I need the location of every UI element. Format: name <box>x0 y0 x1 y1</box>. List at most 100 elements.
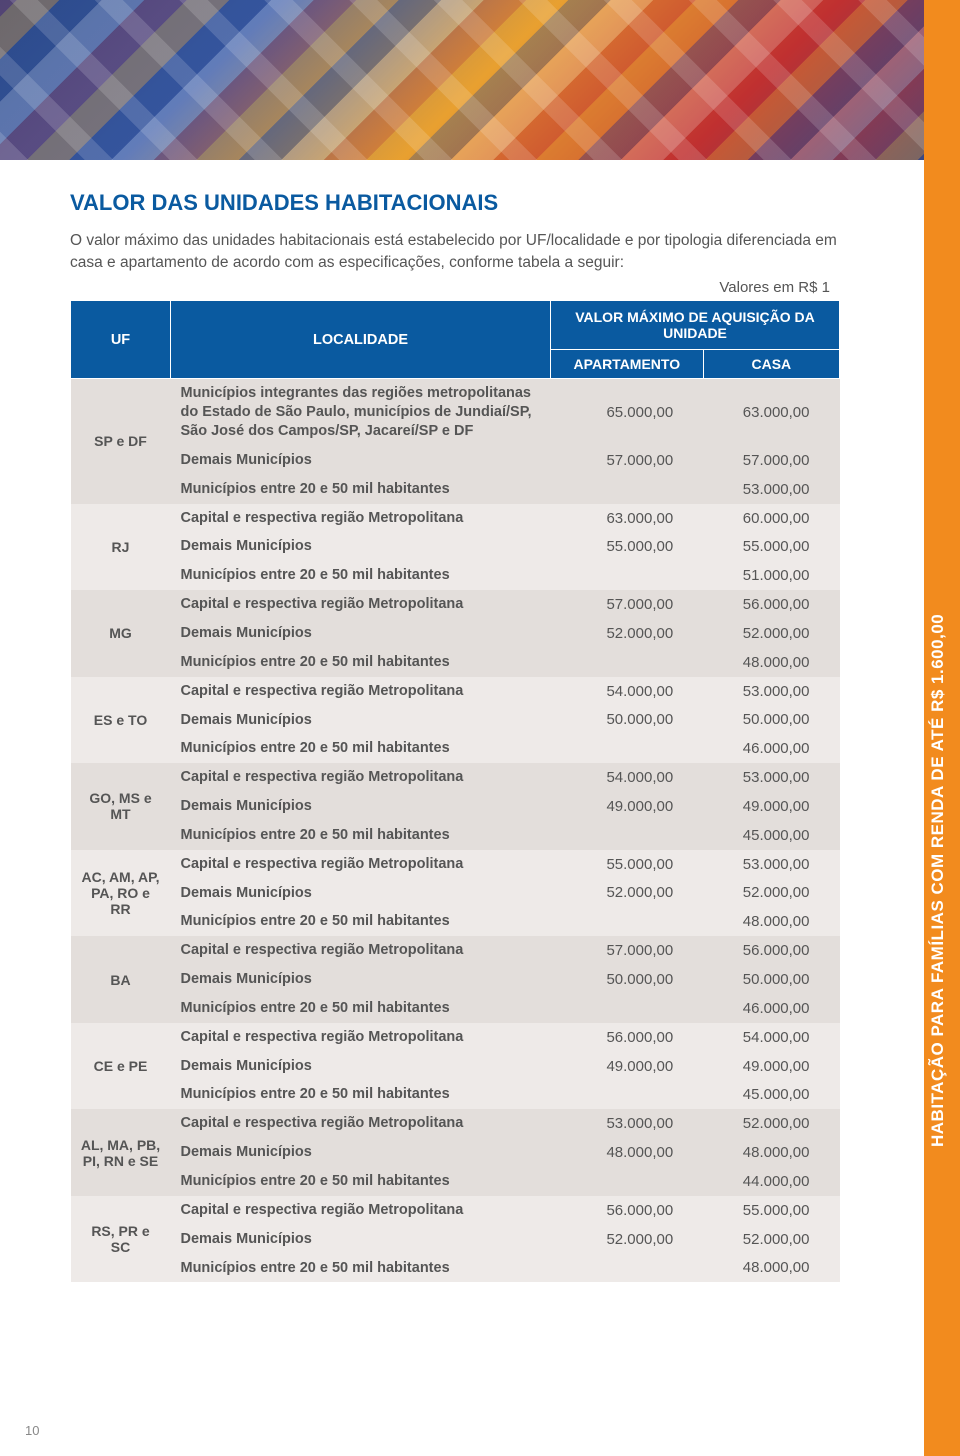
casa-cell: 52.000,00 <box>703 879 839 908</box>
table-row: Municípios entre 20 e 50 mil habitantes 4… <box>71 821 840 850</box>
header-casa: CASA <box>703 350 839 379</box>
casa-cell: 53.000,00 <box>703 475 839 504</box>
localidade-cell: Municípios entre 20 e 50 mil habitantes <box>171 475 551 504</box>
localidade-cell: Demais Municípios <box>171 1138 551 1167</box>
casa-cell: 50.000,00 <box>703 706 839 735</box>
table-row: Municípios entre 20 e 50 mil habitantes 5… <box>71 475 840 504</box>
apartamento-cell <box>551 648 704 677</box>
apartamento-cell: 52.000,00 <box>551 619 704 648</box>
localidade-cell: Municípios entre 20 e 50 mil habitantes <box>171 821 551 850</box>
table-row: CE e PECapital e respectiva região Metro… <box>71 1023 840 1052</box>
table-row: BACapital e respectiva região Metropolit… <box>71 936 840 965</box>
casa-cell: 52.000,00 <box>703 1109 839 1138</box>
apartamento-cell: 52.000,00 <box>551 1225 704 1254</box>
localidade-cell: Capital e respectiva região Metropolitan… <box>171 590 551 619</box>
apartamento-cell: 55.000,00 <box>551 532 704 561</box>
table-row: Municípios entre 20 e 50 mil habitantes 4… <box>71 648 840 677</box>
casa-cell: 48.000,00 <box>703 1254 839 1283</box>
apartamento-cell <box>551 821 704 850</box>
casa-cell: 60.000,00 <box>703 504 839 533</box>
table-row: Demais Municípios57.000,0057.000,00 <box>71 446 840 475</box>
casa-cell: 44.000,00 <box>703 1167 839 1196</box>
localidade-cell: Municípios entre 20 e 50 mil habitantes <box>171 1167 551 1196</box>
localidade-cell: Capital e respectiva região Metropolitan… <box>171 936 551 965</box>
table-row: Municípios entre 20 e 50 mil habitantes5… <box>71 561 840 590</box>
uf-cell: ES e TO <box>71 677 171 764</box>
localidade-cell: Demais Municípios <box>171 879 551 908</box>
casa-cell: 45.000,00 <box>703 821 839 850</box>
casa-cell: 50.000,00 <box>703 965 839 994</box>
apartamento-cell <box>551 475 704 504</box>
casa-cell: 49.000,00 <box>703 792 839 821</box>
localidade-cell: Municípios entre 20 e 50 mil habitantes <box>171 734 551 763</box>
casa-cell: 48.000,00 <box>703 907 839 936</box>
page-number: 10 <box>25 1423 39 1438</box>
table-body: SP e DFMunicípios integrantes das regiõe… <box>71 379 840 1283</box>
table-row: Demais Municípios49.000,0049.000,00 <box>71 1052 840 1081</box>
apartamento-cell: 50.000,00 <box>551 965 704 994</box>
casa-cell: 46.000,00 <box>703 994 839 1023</box>
apartamento-cell <box>551 734 704 763</box>
casa-cell: 53.000,00 <box>703 763 839 792</box>
localidade-cell: Municípios entre 20 e 50 mil habitantes <box>171 1254 551 1283</box>
localidade-cell: Capital e respectiva região Metropolitan… <box>171 850 551 879</box>
apartamento-cell <box>551 561 704 590</box>
apartamento-cell: 56.000,00 <box>551 1196 704 1225</box>
casa-cell: 56.000,00 <box>703 590 839 619</box>
apartamento-cell: 57.000,00 <box>551 446 704 475</box>
apartamento-cell: 63.000,00 <box>551 504 704 533</box>
header-apartamento: APARTAMENTO <box>551 350 704 379</box>
table-row: AL, MA, PB, PI, RN e SECapital e respect… <box>71 1109 840 1138</box>
casa-cell: 54.000,00 <box>703 1023 839 1052</box>
localidade-cell: Demais Municípios <box>171 965 551 994</box>
apartamento-cell <box>551 1080 704 1109</box>
apartamento-cell: 57.000,00 <box>551 590 704 619</box>
apartamento-cell <box>551 1254 704 1283</box>
table-row: ES e TOCapital e respectiva região Metro… <box>71 677 840 706</box>
casa-cell: 45.000,00 <box>703 1080 839 1109</box>
casa-cell: 52.000,00 <box>703 1225 839 1254</box>
table-row: Demais Municípios48.000,0048.000,00 <box>71 1138 840 1167</box>
table-row: Municípios entre 20 e 50 mil habitantes4… <box>71 994 840 1023</box>
uf-cell: CE e PE <box>71 1023 171 1110</box>
localidade-cell: Capital e respectiva região Metropolitan… <box>171 504 551 533</box>
table-row: AC, AM, AP, PA, RO e RRCapital e respect… <box>71 850 840 879</box>
casa-cell: 57.000,00 <box>703 446 839 475</box>
table-row: Municípios entre 20 e 50 mil habitantes4… <box>71 1080 840 1109</box>
casa-cell: 55.000,00 <box>703 1196 839 1225</box>
casa-cell: 55.000,00 <box>703 532 839 561</box>
uf-cell: SP e DF <box>71 379 171 504</box>
table-row: MGCapital e respectiva região Metropolit… <box>71 590 840 619</box>
casa-cell: 48.000,00 <box>703 648 839 677</box>
apartamento-cell: 57.000,00 <box>551 936 704 965</box>
localidade-cell: Capital e respectiva região Metropolitan… <box>171 1023 551 1052</box>
uf-cell: GO, MS e MT <box>71 763 171 850</box>
table-row: Demais Municípios55.000,0055.000,00 <box>71 532 840 561</box>
table-row: RS, PR e SCCapital e respectiva região M… <box>71 1196 840 1225</box>
uf-cell: BA <box>71 936 171 1023</box>
localidade-cell: Demais Municípios <box>171 1052 551 1081</box>
apartamento-cell: 54.000,00 <box>551 763 704 792</box>
casa-cell: 46.000,00 <box>703 734 839 763</box>
values-table: UF LOCALIDADE VALOR MÁXIMO DE AQUISIÇÃO … <box>70 300 840 1282</box>
localidade-cell: Municípios entre 20 e 50 mil habitantes <box>171 648 551 677</box>
table-row: Demais Municípios50.000,0050.000,00 <box>71 706 840 735</box>
table-row: Municípios entre 20 e 50 mil habitantes 4… <box>71 734 840 763</box>
uf-cell: MG <box>71 590 171 677</box>
uf-cell: RS, PR e SC <box>71 1196 171 1283</box>
localidade-cell: Demais Municípios <box>171 532 551 561</box>
localidade-cell: Municípios integrantes das regiões metro… <box>171 379 551 446</box>
localidade-cell: Demais Municípios <box>171 1225 551 1254</box>
localidade-cell: Capital e respectiva região Metropolitan… <box>171 763 551 792</box>
localidade-cell: Demais Municípios <box>171 706 551 735</box>
table-header: UF LOCALIDADE VALOR MÁXIMO DE AQUISIÇÃO … <box>71 301 840 379</box>
apartamento-cell: 54.000,00 <box>551 677 704 706</box>
apartamento-cell: 52.000,00 <box>551 879 704 908</box>
header-localidade: LOCALIDADE <box>171 301 551 379</box>
casa-cell: 63.000,00 <box>703 379 839 446</box>
table-row: Demais Municípios52.000,0052.000,00 <box>71 1225 840 1254</box>
casa-cell: 52.000,00 <box>703 619 839 648</box>
table-row: RJCapital e respectiva região Metropolit… <box>71 504 840 533</box>
apartamento-cell: 50.000,00 <box>551 706 704 735</box>
apartamento-cell <box>551 907 704 936</box>
